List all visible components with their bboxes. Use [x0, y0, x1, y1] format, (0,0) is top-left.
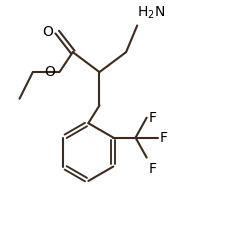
Text: F: F — [159, 131, 167, 145]
Text: F: F — [148, 162, 156, 176]
Text: O: O — [42, 25, 53, 39]
Text: O: O — [44, 65, 55, 79]
Text: H$_2$N: H$_2$N — [137, 5, 165, 21]
Text: F: F — [148, 111, 156, 125]
